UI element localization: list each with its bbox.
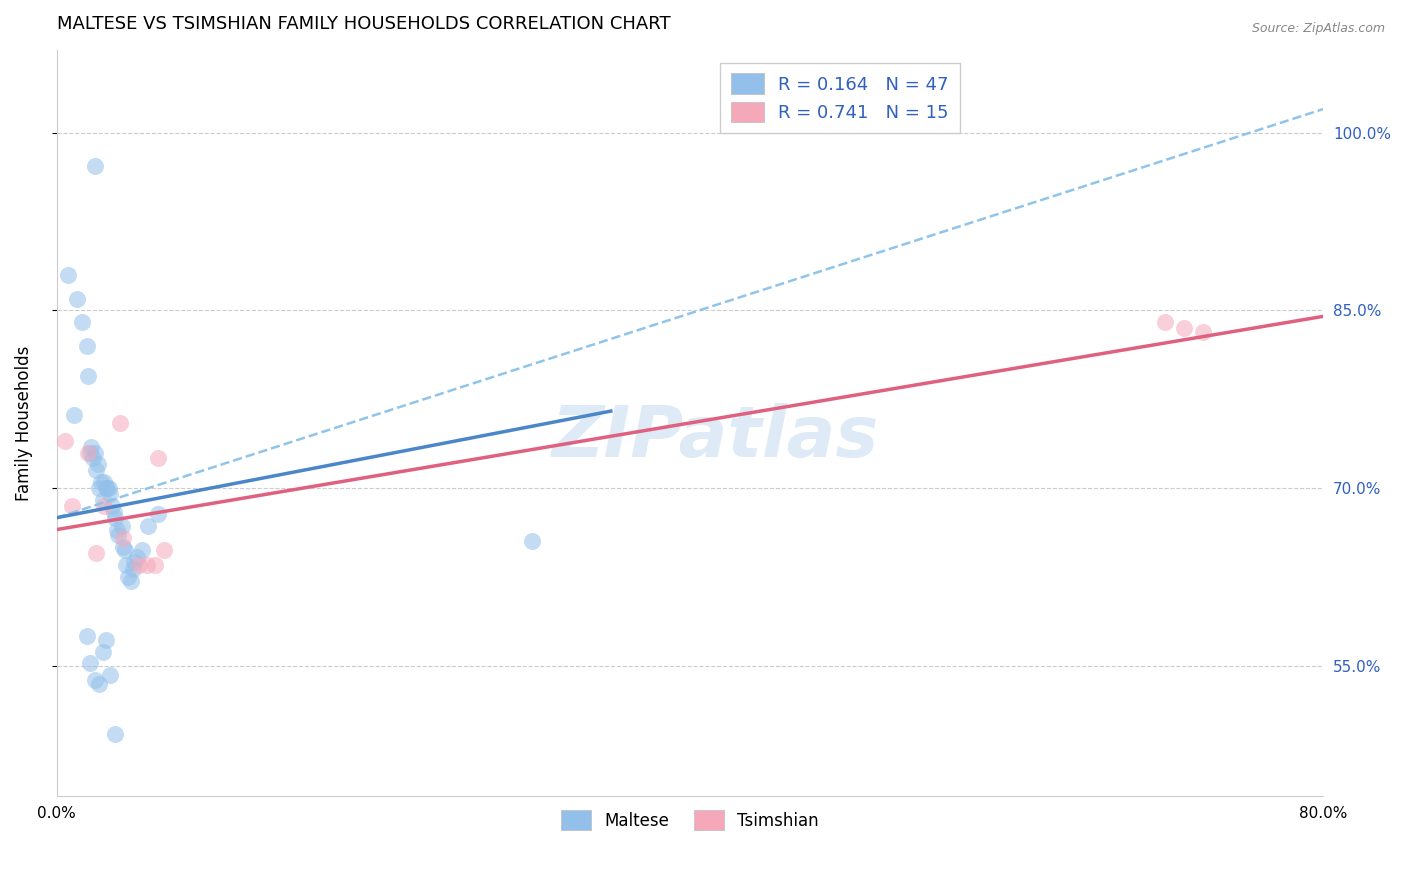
Point (105, 523, 128, 537)
Point (56, 268, 79, 282)
Y-axis label: Family Households: Family Households (15, 345, 32, 500)
Point (110, 519, 132, 533)
Point (97, 481, 120, 495)
Point (90, 475, 112, 490)
Point (143, 558, 166, 573)
Point (62, 499, 84, 513)
Point (1154, 315, 1177, 329)
Point (53, 434, 76, 448)
Point (93, 475, 115, 490)
Point (79, 657, 101, 671)
Point (83, 673, 105, 687)
Point (107, 528, 129, 542)
Point (76, 339, 98, 353)
Point (100, 668, 122, 682)
Point (87, 458, 110, 472)
Point (128, 558, 150, 573)
Point (70, 315, 93, 329)
Point (94, 481, 117, 495)
Point (146, 507, 169, 521)
Point (84, 463, 107, 477)
Point (83, 159, 105, 173)
Point (80, 440, 103, 454)
Point (104, 727, 127, 741)
Point (100, 487, 122, 501)
Point (82, 451, 104, 466)
Point (83, 445, 105, 459)
Text: ZIPatlas: ZIPatlas (551, 403, 879, 473)
Point (91, 644, 114, 658)
Point (104, 510, 127, 524)
Text: Source: ZipAtlas.com: Source: ZipAtlas.com (1251, 22, 1385, 36)
Point (101, 499, 124, 513)
Point (103, 505, 125, 519)
Point (121, 562, 143, 576)
Point (122, 555, 145, 569)
Point (153, 542, 176, 557)
Point (112, 541, 135, 555)
Point (94, 632, 117, 647)
Point (108, 416, 131, 430)
Point (89, 481, 111, 495)
Point (115, 558, 138, 573)
Point (96, 481, 118, 495)
Point (112, 531, 135, 545)
Text: MALTESE VS TSIMSHIAN FAMILY HOUSEHOLDS CORRELATION CHART: MALTESE VS TSIMSHIAN FAMILY HOUSEHOLDS C… (56, 15, 671, 33)
Point (77, 445, 100, 459)
Point (66, 292, 89, 306)
Point (63, 408, 86, 422)
Point (146, 451, 169, 466)
Point (89, 676, 111, 690)
Point (76, 629, 98, 643)
Point (127, 549, 149, 564)
Point (93, 499, 115, 513)
Point (520, 534, 543, 549)
Point (79, 445, 101, 459)
Legend: Maltese, Tsimshian: Maltese, Tsimshian (554, 804, 825, 837)
Point (91, 492, 114, 507)
Point (1192, 325, 1215, 339)
Point (135, 558, 157, 573)
Point (114, 542, 136, 557)
Point (120, 574, 142, 588)
Point (138, 519, 160, 533)
Point (131, 542, 153, 557)
Point (77, 368, 100, 383)
Point (117, 570, 139, 584)
Point (84, 546, 107, 560)
Point (1173, 321, 1195, 335)
